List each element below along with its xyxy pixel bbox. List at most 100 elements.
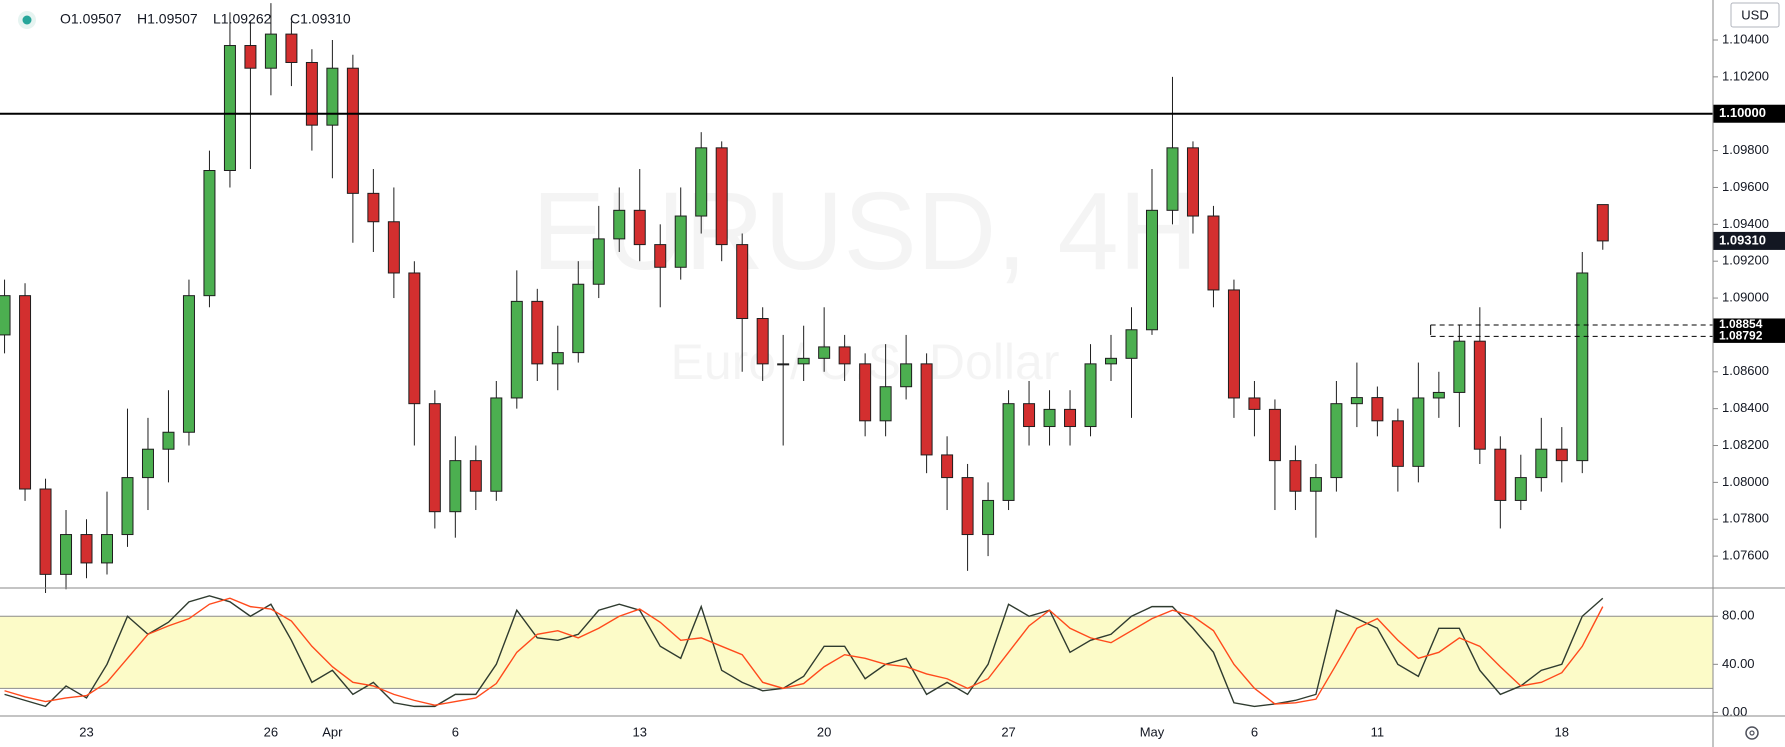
candle-body bbox=[654, 244, 667, 268]
y-tick-label: 1.09200 bbox=[1722, 253, 1769, 268]
currency-badge[interactable] bbox=[1730, 2, 1780, 28]
candle-body bbox=[920, 363, 933, 456]
candle-body bbox=[551, 352, 564, 365]
candle-body bbox=[1125, 329, 1138, 359]
candle-body bbox=[838, 346, 851, 365]
candle-body bbox=[346, 67, 359, 194]
candle-body bbox=[162, 431, 175, 450]
candle-body bbox=[674, 215, 687, 268]
y-tick-label: 1.10400 bbox=[1722, 31, 1769, 46]
candle-body bbox=[1064, 408, 1077, 428]
candle-body bbox=[223, 45, 236, 172]
stoch-band bbox=[0, 616, 1713, 689]
candle-body bbox=[1186, 147, 1199, 217]
candle-body bbox=[1432, 391, 1445, 399]
y-tick-label: 1.08200 bbox=[1722, 437, 1769, 452]
header: O1.09507 H1.09507 L1.09262 C1.09310 bbox=[60, 11, 351, 27]
settings-icon[interactable] bbox=[1745, 726, 1759, 740]
candle-body bbox=[1473, 340, 1486, 450]
status-dot bbox=[22, 15, 32, 25]
candle-body bbox=[408, 272, 421, 405]
y-tick-label: 1.09000 bbox=[1722, 289, 1769, 304]
candle-body bbox=[1576, 272, 1589, 462]
x-tick-label: Apr bbox=[322, 724, 343, 739]
candle-body bbox=[879, 386, 892, 422]
candle-body bbox=[244, 45, 257, 69]
candle-body bbox=[141, 448, 154, 479]
header-high: H1.09507 bbox=[137, 11, 198, 27]
x-tick-label: 13 bbox=[633, 724, 647, 739]
y-tick-label: 1.09400 bbox=[1722, 216, 1769, 231]
x-tick-label: 6 bbox=[1251, 724, 1258, 739]
candle-body bbox=[1350, 397, 1363, 405]
candle-body bbox=[1207, 215, 1220, 291]
candle-body bbox=[592, 238, 605, 285]
candle-body bbox=[695, 147, 708, 217]
x-tick-label: 11 bbox=[1371, 724, 1385, 739]
candle-body bbox=[19, 295, 32, 490]
candle-body bbox=[0, 295, 11, 336]
y-tick-label: 1.10200 bbox=[1722, 68, 1769, 83]
y-tick-label: 80.00 bbox=[1722, 608, 1755, 623]
candle-body bbox=[736, 244, 749, 320]
candle-body bbox=[1145, 209, 1158, 331]
candle-body bbox=[428, 403, 441, 513]
y-tick-label: 0.00 bbox=[1722, 704, 1747, 719]
y-tick-label: 1.07800 bbox=[1722, 511, 1769, 526]
level-tag-label: 1.08854 bbox=[1719, 317, 1763, 331]
candle-body bbox=[182, 295, 195, 433]
y-tick-label: 1.07600 bbox=[1722, 548, 1769, 563]
header-close: C1.09310 bbox=[290, 11, 351, 27]
candle-body bbox=[1330, 403, 1343, 479]
candle-body bbox=[1555, 448, 1568, 462]
candle-body bbox=[1043, 408, 1056, 428]
candle-body bbox=[777, 363, 790, 366]
candle-body bbox=[613, 209, 626, 240]
price-tag-label: 1.10000 bbox=[1719, 105, 1766, 120]
stoch-line bbox=[4, 597, 1604, 706]
y-tick-label: 1.09800 bbox=[1722, 142, 1769, 157]
candle-body bbox=[633, 209, 646, 246]
candle-body bbox=[264, 33, 277, 69]
settings-hub bbox=[1749, 730, 1755, 736]
candle-body bbox=[1105, 357, 1118, 365]
candle-body bbox=[1084, 363, 1097, 428]
candle-body bbox=[203, 170, 216, 297]
level-tag-label: 1.08792 bbox=[1719, 329, 1763, 343]
y-tick-label: 1.08600 bbox=[1722, 363, 1769, 378]
candle-body bbox=[1596, 204, 1609, 242]
candle-body bbox=[1412, 397, 1425, 467]
candle-body bbox=[961, 477, 974, 536]
candle-body bbox=[756, 318, 769, 365]
candle-body bbox=[469, 460, 482, 492]
candle-body bbox=[572, 283, 585, 354]
candle-body bbox=[80, 534, 93, 564]
watermark: EURUSD, 4H bbox=[532, 170, 1198, 293]
candle-body bbox=[941, 454, 954, 479]
price-tag bbox=[1713, 104, 1785, 123]
candle-body bbox=[818, 346, 831, 359]
candle-body bbox=[1268, 408, 1281, 462]
header-low: L1.09262 bbox=[213, 11, 272, 27]
candle-body bbox=[1023, 403, 1036, 428]
candle-body bbox=[1514, 477, 1527, 501]
y-tick-label: 1.08400 bbox=[1722, 400, 1769, 415]
candle-body bbox=[1309, 477, 1322, 492]
candle-body bbox=[510, 300, 523, 399]
y-tick-label: 1.08000 bbox=[1722, 474, 1769, 489]
stoch-line bbox=[4, 595, 1604, 708]
candle-body bbox=[1166, 147, 1179, 211]
candle-body bbox=[1227, 289, 1240, 399]
candle-body bbox=[305, 61, 318, 126]
candle-body bbox=[367, 192, 380, 223]
candle-body bbox=[1371, 397, 1384, 422]
candle-body bbox=[490, 397, 503, 492]
candle-body bbox=[121, 477, 134, 536]
candle-body bbox=[982, 499, 995, 536]
y-tick-label: 1.09600 bbox=[1722, 179, 1769, 194]
x-tick-label: 26 bbox=[264, 724, 278, 739]
candle-body bbox=[1289, 460, 1302, 492]
currency-label: USD bbox=[1741, 7, 1768, 22]
x-tick-label: 23 bbox=[79, 724, 93, 739]
